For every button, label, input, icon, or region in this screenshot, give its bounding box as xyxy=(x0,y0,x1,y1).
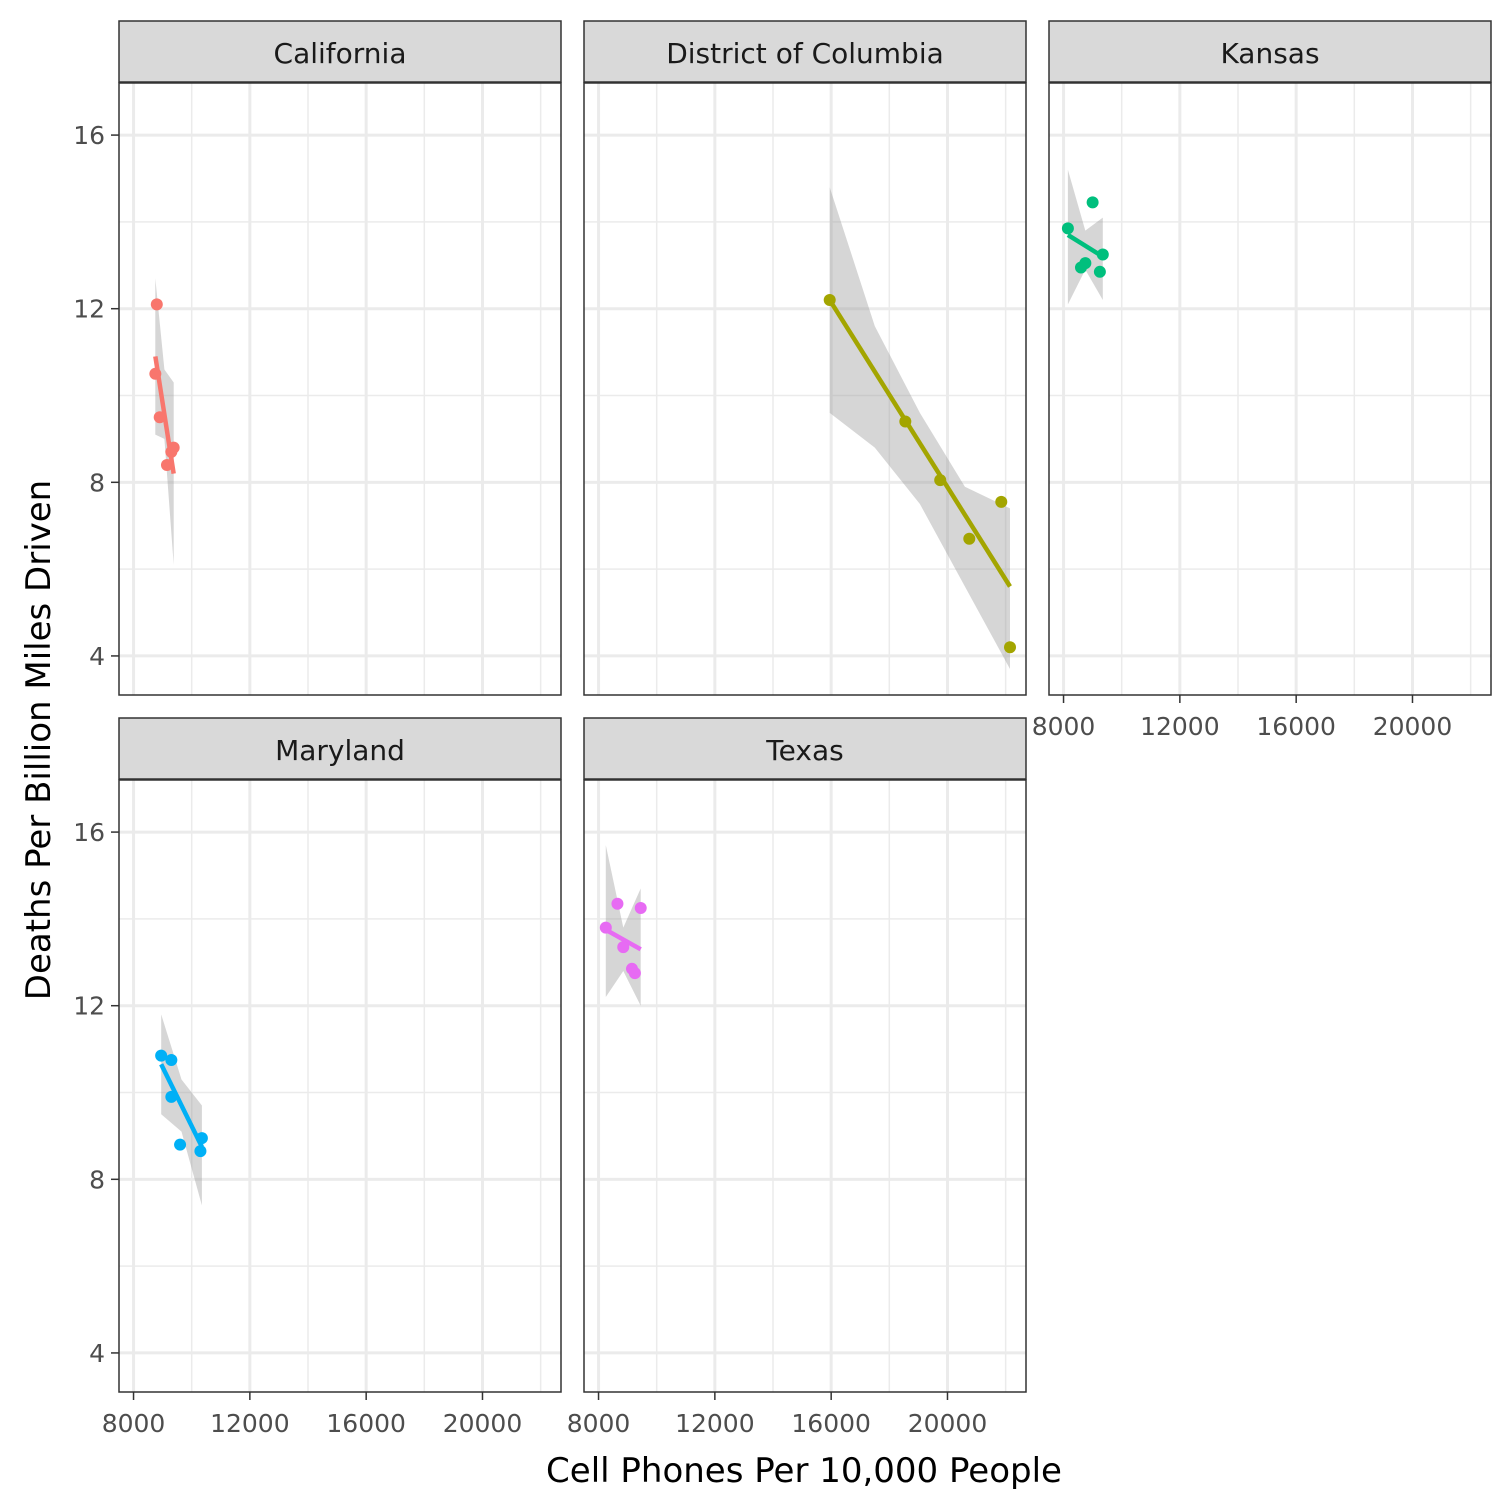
x-tick-label: 12000 xyxy=(675,1409,755,1438)
facet-texas: Texas xyxy=(583,717,1027,1393)
facet-strip-label: Texas xyxy=(765,734,843,767)
facet-panels: California District of Columbia Kansas Mary… xyxy=(118,20,1492,1393)
x-tick-label: 16000 xyxy=(326,1409,406,1438)
panel-background xyxy=(119,780,561,1392)
x-tick-label: 16000 xyxy=(791,1409,871,1438)
data-point xyxy=(167,441,180,454)
panel-border xyxy=(583,82,1027,696)
data-point xyxy=(1096,248,1109,261)
data-point xyxy=(1093,265,1106,278)
y-tick-label: 16 xyxy=(73,818,105,847)
confidence-band xyxy=(829,187,1010,669)
panel-background xyxy=(584,780,1026,1392)
facet-kansas: Kansas xyxy=(1048,20,1492,696)
data-point xyxy=(599,921,612,934)
axes: 4 8 12 16 8000 12000 16000 20000 4 8 12 16 8000 12000… xyxy=(73,121,1452,1438)
panel-content xyxy=(149,278,180,565)
panel-border xyxy=(583,779,1027,1393)
data-point xyxy=(995,495,1008,508)
data-point xyxy=(1061,222,1074,235)
x-tick-label: 12000 xyxy=(210,1409,290,1438)
data-point xyxy=(165,1053,178,1066)
panel-border xyxy=(118,779,562,1393)
y-tick-label: 8 xyxy=(89,468,105,497)
data-point xyxy=(899,415,912,428)
panel-content xyxy=(599,845,647,1006)
fit-line xyxy=(604,927,642,952)
x-tick-label: 20000 xyxy=(443,1409,523,1438)
x-tick-label: 16000 xyxy=(1256,712,1336,741)
gridlines xyxy=(119,83,561,695)
x-tick-label: 20000 xyxy=(908,1409,988,1438)
data-point xyxy=(195,1132,208,1145)
data-point xyxy=(934,474,947,487)
data-point xyxy=(150,298,163,311)
data-point xyxy=(617,941,630,954)
facet-strip-label: California xyxy=(274,37,407,70)
facet-strip xyxy=(1048,20,1492,83)
gridlines xyxy=(1049,83,1491,695)
y-tick-label: 8 xyxy=(89,1165,105,1194)
data-point xyxy=(611,897,624,910)
facet-california: California xyxy=(118,20,562,696)
data-point xyxy=(165,1090,178,1103)
data-point xyxy=(194,1145,207,1158)
panel-content xyxy=(155,1014,208,1206)
data-point xyxy=(1004,641,1017,654)
y-axis-title: Deaths Per Billion Miles Driven xyxy=(19,480,59,1000)
data-point xyxy=(1074,261,1087,274)
gridlines xyxy=(584,83,1026,695)
facet-strip xyxy=(118,717,562,780)
y-tick-label: 12 xyxy=(73,295,105,324)
panel-border xyxy=(118,82,562,696)
panel-content xyxy=(1061,169,1109,305)
data-point xyxy=(1086,196,1099,209)
x-tick-label: 8000 xyxy=(1032,712,1096,741)
data-point xyxy=(634,902,647,915)
panel-content xyxy=(823,187,1017,669)
facet-strip-label: District of Columbia xyxy=(666,37,944,70)
data-point xyxy=(174,1138,187,1151)
gridlines xyxy=(119,780,561,1392)
y-tick-label: 4 xyxy=(89,1339,105,1368)
y-tick-label: 4 xyxy=(89,642,105,671)
x-tick-label: 20000 xyxy=(1373,712,1453,741)
facet-strip xyxy=(118,20,562,83)
y-tick-label: 16 xyxy=(73,121,105,150)
y-tick-label: 12 xyxy=(73,992,105,1021)
facet-maryland: Maryland xyxy=(118,717,562,1393)
x-tick-label: 8000 xyxy=(567,1409,631,1438)
fit-line xyxy=(159,1063,204,1148)
data-point xyxy=(155,1049,168,1062)
data-point xyxy=(160,458,173,471)
facet-strip-label: Maryland xyxy=(275,734,405,767)
facet-strip xyxy=(583,717,1027,780)
data-point xyxy=(628,967,641,980)
x-tick-label: 8000 xyxy=(102,1409,166,1438)
panel-background xyxy=(119,83,561,695)
facet-district-of-columbia: District of Columbia xyxy=(583,20,1027,696)
facet-strip xyxy=(583,20,1027,83)
data-point xyxy=(153,411,166,424)
data-point xyxy=(149,367,162,380)
data-point xyxy=(963,532,976,545)
panel-border xyxy=(1048,82,1492,696)
fit-line xyxy=(827,298,1012,588)
panel-background xyxy=(1049,83,1491,695)
gridlines xyxy=(584,780,1026,1392)
data-point xyxy=(823,294,836,307)
x-axis-title: Cell Phones Per 10,000 People xyxy=(546,1451,1062,1491)
panel-background xyxy=(584,83,1026,695)
x-tick-label: 12000 xyxy=(1140,712,1220,741)
facet-strip-label: Kansas xyxy=(1220,37,1319,70)
